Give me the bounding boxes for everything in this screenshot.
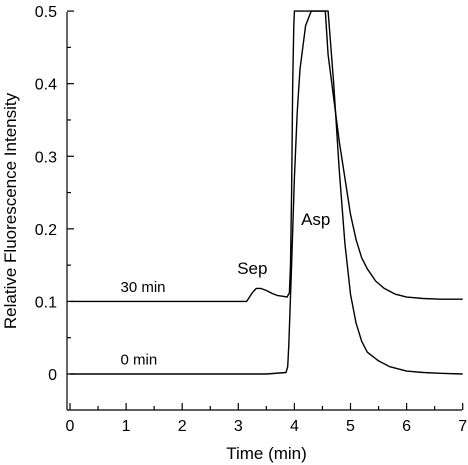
x-axis-title: Time (min) [226, 444, 307, 463]
x-tick-label: 1 [122, 418, 131, 435]
annotation-asp: Asp [301, 210, 330, 229]
x-tick-label: 2 [178, 418, 187, 435]
series-layer [70, 10, 463, 375]
y-tick-label: 0.5 [35, 4, 57, 21]
y-tick-label: 0.1 [35, 294, 57, 311]
y-tick-label: 0.2 [35, 222, 57, 239]
y-tick-label: 0.4 [35, 77, 57, 94]
x-tick-label: 7 [458, 418, 467, 435]
x-tick-label: 0 [66, 418, 75, 435]
y-tick-label: 0.3 [35, 149, 57, 166]
x-tick-label: 3 [234, 418, 243, 435]
annotation-sep: Sep [237, 259, 267, 278]
x-tick-label: 6 [402, 418, 411, 435]
annotation-30-min: 30 min [120, 279, 165, 296]
y-axis-title: Relative Fluorescence Intensity [1, 92, 20, 329]
x-tick-label: 5 [346, 418, 355, 435]
series-0-min-line [70, 10, 463, 375]
y-tick-label: 0 [48, 367, 57, 384]
y-axis: 0 0.1 0.2 0.3 0.4 0.5 [35, 4, 74, 410]
series-30-min-line [70, 10, 463, 303]
annotation-layer: 30 min 0 min Sep Asp [120, 210, 330, 368]
x-tick-label: 4 [290, 418, 299, 435]
x-axis: 0 1 2 3 4 5 6 7 [66, 403, 467, 435]
annotation-0-min: 0 min [120, 352, 157, 369]
